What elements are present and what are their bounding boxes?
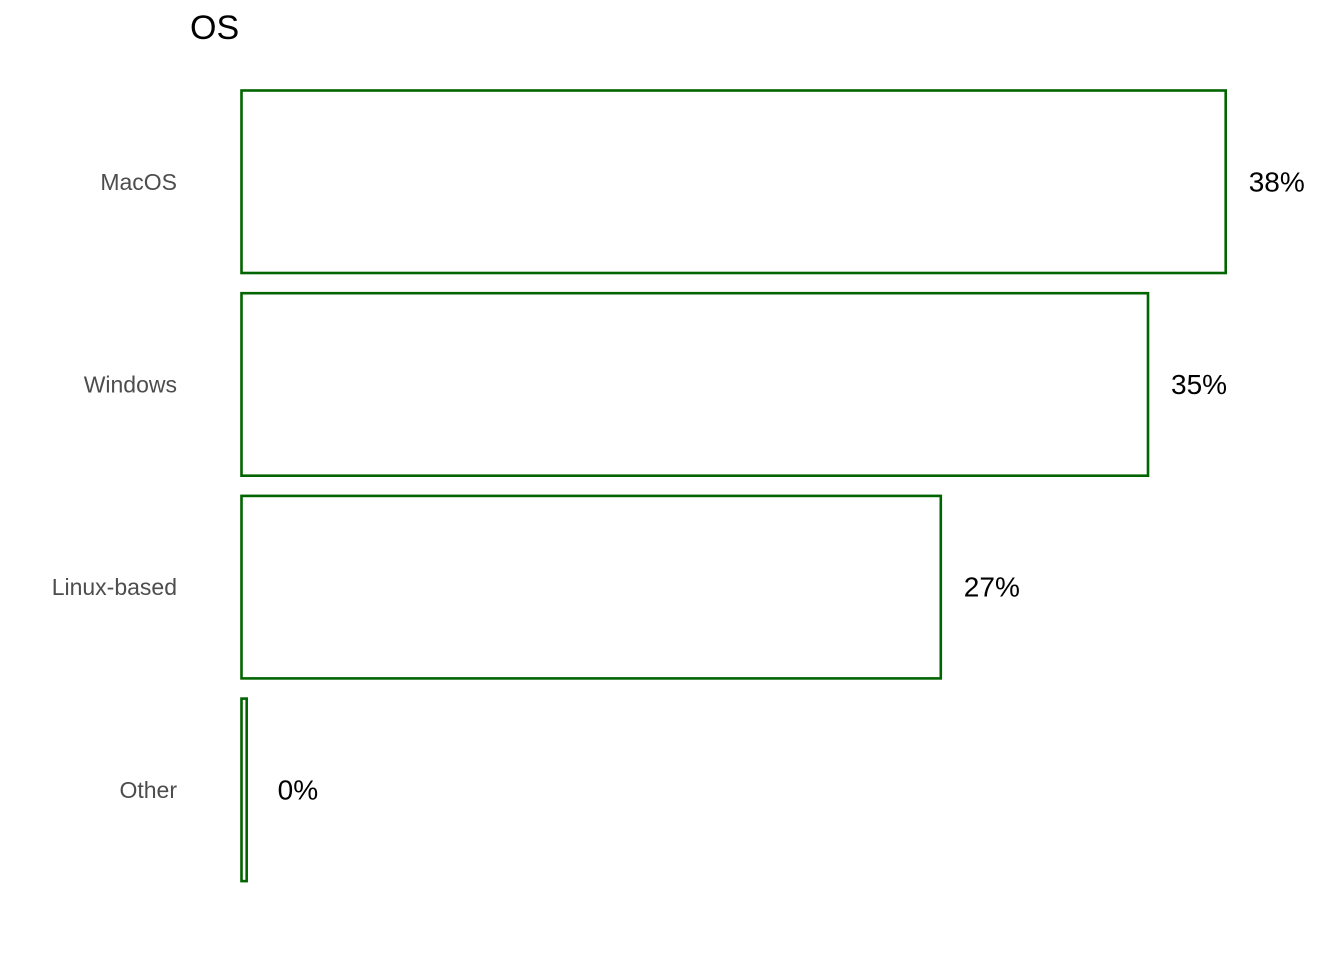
bar-linux-based [240,494,943,680]
bar-macos [240,89,1228,275]
category-label-windows: Windows [84,371,177,397]
bars-layer [240,89,1228,883]
bar-other [240,697,248,883]
category-label-other: Other [119,777,177,803]
category-labels-layer: MacOS Windows Linux-based Other [52,169,178,803]
bar-windows [240,291,1150,478]
category-label-linux-based: Linux-based [52,574,177,600]
value-label-other: 0% [278,774,318,805]
value-label-windows: 35% [1171,369,1227,400]
value-label-macos: 38% [1249,166,1305,197]
value-label-linux-based: 27% [964,572,1020,603]
value-labels-layer: 38% 35% 27% 0% [278,166,1305,805]
category-label-macos: MacOS [100,169,177,195]
chart-title: OS [190,9,239,47]
